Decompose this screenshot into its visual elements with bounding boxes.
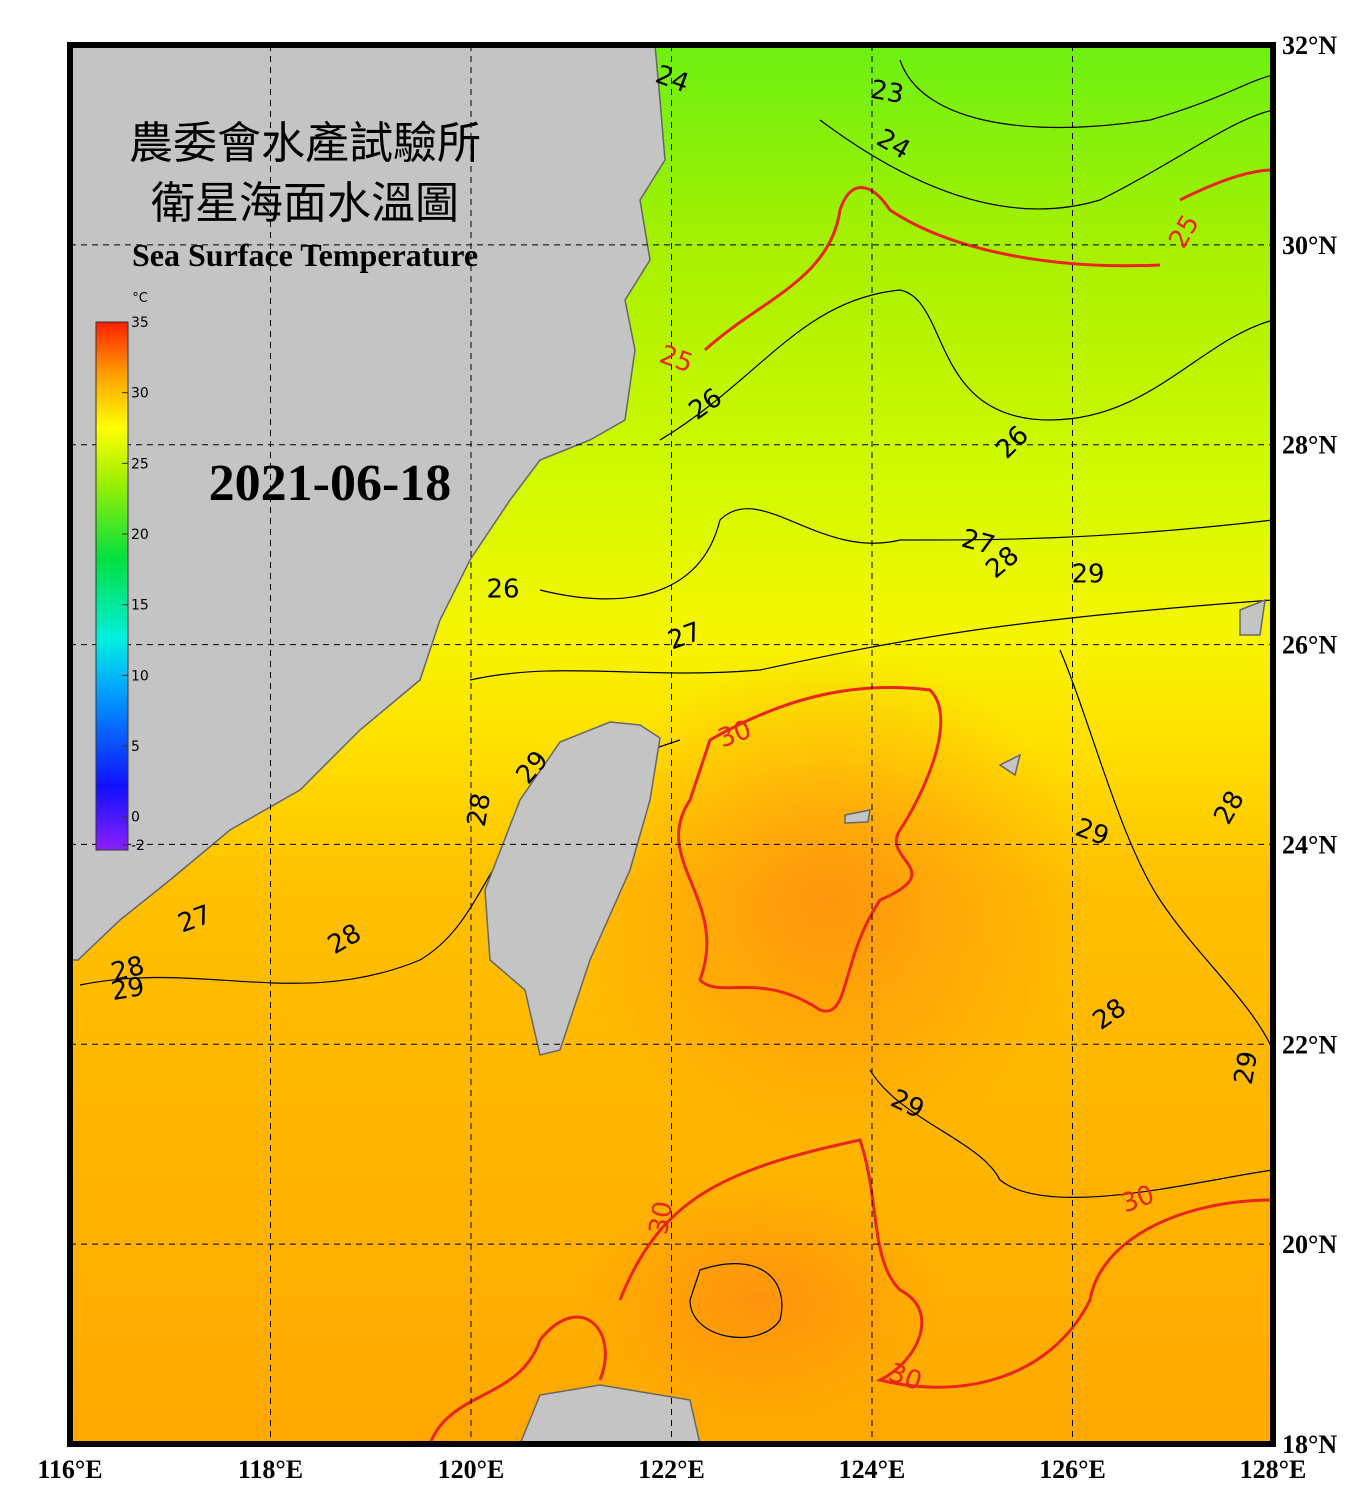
land [70, 45, 1266, 1444]
y-tick-label: 30°N [1282, 231, 1337, 260]
luzon [519, 1384, 701, 1444]
colorbar-tick-label: 15 [131, 598, 149, 614]
isotherms [79, 59, 1273, 1339]
x-tick-label: 124°E [839, 1455, 906, 1484]
contour-label: 30 [644, 1199, 679, 1237]
colorbar-tick-label: 25 [131, 456, 149, 472]
isotherm [618, 1138, 1273, 1389]
colorbar-ticks: 35 30 25 20 15 10 5 0 -2 [122, 315, 149, 854]
colorbar [95, 321, 129, 851]
colorbar-tick-label: 35 [131, 315, 149, 331]
x-tick-label: 116°E [37, 1455, 102, 1484]
map-frame [67, 42, 1276, 1447]
date: 2021-06-18 [209, 455, 452, 512]
y-tick-label: 18°N [1282, 1430, 1337, 1459]
x-tick-label: 120°E [438, 1455, 505, 1484]
isotherm [677, 685, 943, 1013]
isotherm [659, 289, 1273, 441]
isotherm [428, 1315, 607, 1444]
contour-label: 23 [868, 75, 906, 110]
axis-labels: 116°E 118°E 120°E 122°E 124°E 126°E 128°E18°N 2… [37, 31, 1337, 1484]
taiwan [484, 721, 661, 1056]
title-zh: 衛星海面水溫圖 [151, 179, 459, 228]
colorbar-tick-label: 20 [131, 527, 149, 543]
colorbar-tick-label: 5 [131, 739, 140, 755]
y-tick-label: 26°N [1282, 631, 1337, 660]
title-en: Sea Surface Temperature [132, 237, 478, 273]
warm-pool [570, 650, 1090, 1150]
contour-label: 29 [1229, 1049, 1264, 1087]
y-tick-label: 24°N [1282, 830, 1337, 859]
y-tick-label: 20°N [1282, 1230, 1337, 1259]
isotherm [689, 1263, 783, 1339]
colorbar-tick-label: 30 [131, 386, 149, 402]
isotherm [703, 168, 1273, 352]
isotherms-highlight [428, 168, 1273, 1444]
isotherm [469, 599, 1273, 681]
title-zh: 農委會水產試驗所 [129, 119, 481, 168]
y-tick-label: 28°N [1282, 431, 1337, 460]
x-tick-label: 126°E [1039, 1455, 1106, 1484]
x-tick-label: 128°E [1240, 1455, 1307, 1484]
y-tick-label: 22°N [1282, 1030, 1337, 1059]
isotherm [819, 109, 1273, 210]
isotherm [899, 59, 1273, 129]
warm-pool [580, 1180, 940, 1420]
colorbar-tick-label: 0 [131, 810, 140, 826]
y-tick-label: 32°N [1282, 31, 1337, 60]
isotherm [869, 1069, 1273, 1199]
contour-label: 26 [486, 575, 519, 605]
contour-label: 28 [462, 791, 497, 829]
x-tick-label: 122°E [638, 1455, 705, 1484]
colorbar-unit: °C [132, 291, 148, 306]
contour-label: 29 [109, 972, 147, 1007]
mainland [70, 45, 666, 961]
isotherm [539, 508, 1273, 600]
island [844, 598, 1266, 824]
contour-label: 29 [1071, 560, 1104, 590]
graticule [70, 45, 1273, 1444]
colorbar-tick-label: 10 [131, 668, 149, 684]
titles: 農委會水產試驗所 衛星海面水溫圖 Sea Surface Temperature… [129, 119, 481, 512]
colorbar-tick-label: -2 [131, 838, 145, 854]
isotherm [1059, 649, 1273, 1051]
x-tick-label: 118°E [238, 1455, 303, 1484]
